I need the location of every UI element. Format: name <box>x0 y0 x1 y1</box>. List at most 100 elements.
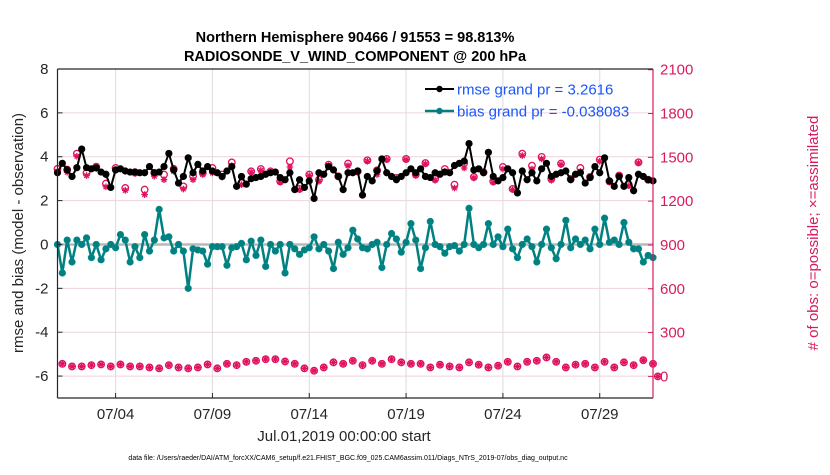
rmse-point <box>218 172 226 181</box>
bias-point <box>615 240 623 249</box>
y-tick-label: 8 <box>40 61 48 78</box>
obs-assimilated-marker <box>301 365 308 372</box>
obs-assimilated-marker <box>494 362 502 370</box>
obs-assimilated-marker <box>470 174 478 182</box>
rmse-point <box>179 172 187 181</box>
y-right-tick-label: 1500 <box>660 149 693 166</box>
y-right-tick-label: 0 <box>660 368 668 385</box>
bias-point <box>542 225 551 233</box>
rmse-point <box>499 173 507 182</box>
bias-point <box>625 238 633 246</box>
bias-point <box>513 254 522 262</box>
x-tick-label: 07/29 <box>581 406 619 423</box>
legend-entry-bias: bias grand pr = -0.038083 <box>425 104 629 121</box>
rmse-point <box>92 164 100 172</box>
rmse-point <box>581 179 589 187</box>
rmse-point <box>591 163 599 171</box>
bias-point <box>247 237 255 245</box>
bias-point <box>271 247 279 255</box>
bias-point <box>257 236 265 244</box>
obs-assimilated-marker <box>364 157 371 165</box>
legend-rmse-label: rmse grand pr = 3.2616 <box>457 82 613 99</box>
rmse-point <box>184 154 192 162</box>
y-tick-label: 2 <box>40 193 48 210</box>
bias-point <box>479 240 488 249</box>
rmse-point <box>334 172 342 181</box>
bias-point <box>421 244 430 252</box>
obs-assimilated-marker <box>426 364 434 371</box>
x-axis-label: Jul.01,2019 00:00:00 start <box>257 428 431 445</box>
bias-point <box>136 254 144 262</box>
bias-point <box>87 254 95 262</box>
obs-assimilated-marker <box>562 364 570 371</box>
x-tick-label: 07/04 <box>97 406 135 423</box>
bias-point <box>68 258 76 266</box>
obs-assimilated-marker <box>543 354 550 361</box>
obs-assimilated-marker <box>635 159 642 167</box>
bias-point <box>58 269 66 277</box>
bias-point <box>552 255 560 263</box>
rmse-point <box>107 183 115 192</box>
rmse-point <box>373 167 381 175</box>
rmse-point <box>533 177 541 185</box>
y-axis-right-label: # of obs: o=possible; ×=assimilated <box>805 116 822 351</box>
obs-assimilated-marker <box>456 364 463 371</box>
bias-point <box>639 258 647 266</box>
legend-entry-rmse: rmse grand pr = 3.2616 <box>425 82 613 99</box>
y-axis-label: rmse and bias (model - observation) <box>10 113 27 353</box>
data-file-footer: data file: /Users/raeder/DAI/ATM_forcXX/… <box>128 455 568 462</box>
rmse-point <box>576 169 584 177</box>
obs-assimilated-marker <box>233 361 240 369</box>
rmse-point <box>329 166 338 174</box>
obs-assimilated-marker <box>291 360 299 368</box>
obs-assimilated-marker <box>431 176 439 184</box>
obs-assimilated-marker <box>73 153 81 160</box>
obs-assimilated-marker <box>315 177 323 185</box>
bias-point <box>441 249 449 257</box>
bias-point <box>73 236 81 244</box>
rmse-point <box>383 169 391 177</box>
rmse-point <box>567 176 575 184</box>
obs-assimilated-marker <box>538 155 545 163</box>
obs-assimilated-marker <box>121 187 129 194</box>
obs-assimilated-marker <box>397 359 405 366</box>
obs-assimilated-marker <box>378 360 386 368</box>
legend-bias-label: bias grand pr = -0.038083 <box>457 104 629 121</box>
bias-point <box>484 220 492 228</box>
bias-point <box>499 243 507 251</box>
bias-point <box>436 243 444 251</box>
x-tick-label: 07/19 <box>387 406 425 423</box>
rmse-point <box>489 172 497 181</box>
bias-point <box>276 240 284 249</box>
y-tick-label: -6 <box>35 368 48 385</box>
bias-point <box>126 258 134 266</box>
obs-assimilated-marker <box>180 185 187 193</box>
obs-assimilated-marker <box>107 363 115 370</box>
y-tick-label: -4 <box>35 324 48 341</box>
bias-point <box>111 244 120 252</box>
y-tick-label: -2 <box>35 280 48 297</box>
bias-point <box>203 260 212 268</box>
obs-assimilated-marker <box>102 183 110 191</box>
bias-point <box>518 240 526 249</box>
obs-assimilated-marker <box>68 363 76 370</box>
bias-point <box>170 247 178 255</box>
bias-point <box>538 240 546 249</box>
obs-assimilated-marker <box>59 360 66 368</box>
obs-assimilated-marker <box>252 357 260 365</box>
obs-assimilated-marker <box>523 358 531 366</box>
y-right-tick-label: 900 <box>660 237 685 254</box>
obs-assimilated-marker <box>194 364 202 371</box>
rmse-point <box>402 169 410 177</box>
obs-assimilated-marker <box>243 358 250 366</box>
rmse-point <box>354 167 362 175</box>
obs-assimilated-marker <box>533 357 541 365</box>
chart-title-line-1: Northern Hemisphere 90466 / 91553 = 98.8… <box>196 30 515 46</box>
bias-point <box>334 238 342 246</box>
rmse-point <box>310 194 318 203</box>
obs-assimilated-marker <box>625 182 633 189</box>
rmse-point <box>141 169 149 177</box>
bias-point <box>131 243 139 251</box>
rmse-point <box>233 182 241 190</box>
chart-title-line-2: RADIOSONDE_V_WIND_COMPONENT @ 200 hPa <box>184 49 527 65</box>
